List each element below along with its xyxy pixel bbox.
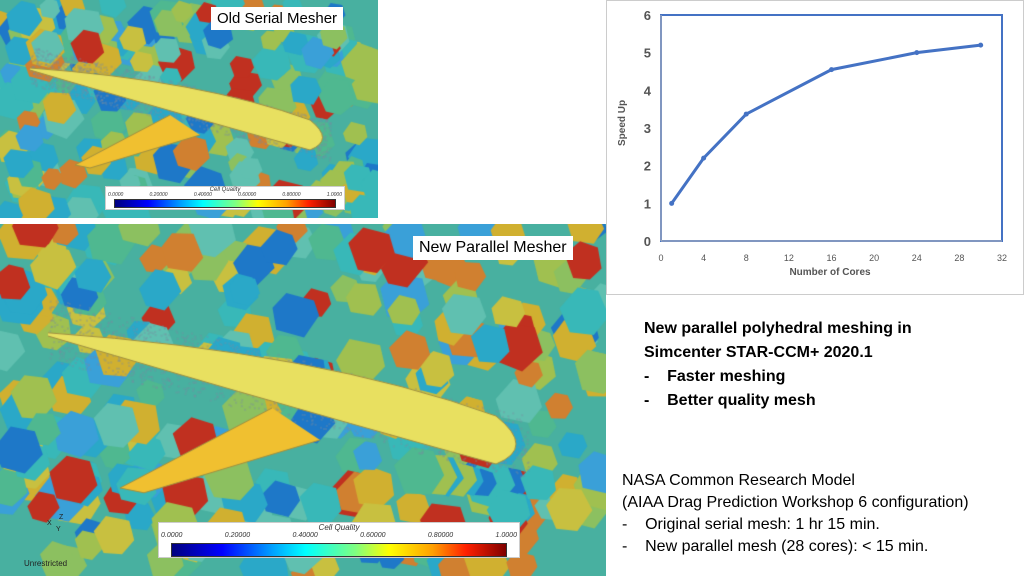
colorbar-ticks: 0.0000 0.20000 0.40000 0.60000 0.80000 1.0000 [161, 532, 517, 539]
old-serial-mesh-image: Old Serial Mesher Cell Quality 0.0000 0.2… [0, 0, 378, 218]
y-tick-label: 6 [644, 8, 651, 23]
x-tick-label: 8 [744, 253, 749, 263]
tick: 0.0000 [161, 532, 183, 539]
data-point [914, 50, 920, 56]
tick: 0.20000 [149, 192, 168, 198]
y-tick-label: 5 [644, 46, 651, 61]
axis-x-label: X [47, 520, 52, 527]
new-parallel-mesh-image: New Parallel Mesher Cell Quality 0.0000 0… [0, 224, 606, 576]
colorbar-title: Cell Quality [209, 187, 241, 193]
bullet-text: Original serial mesh: 1 hr 15 min. [645, 516, 880, 533]
tick: 0.40000 [292, 532, 318, 539]
tick: 0.80000 [427, 532, 454, 539]
tick: 0.80000 [282, 192, 301, 198]
note-title: (AIAA Drag Prediction Workshop 6 configu… [622, 494, 969, 511]
bullet-item: - Original serial mesh: 1 hr 15 min. [622, 516, 880, 533]
colorbar: Cell Quality 0.0000 0.20000 0.40000 0.60000… [105, 186, 345, 210]
tick: 0.20000 [224, 532, 251, 539]
colorbar-gradient [171, 543, 507, 557]
x-tick-label: 32 [997, 253, 1007, 263]
x-tick-label: 16 [826, 253, 836, 263]
x-tick-label: 4 [701, 253, 706, 263]
colorbar: Cell Quality 0.0000 0.20000 0.40000 0.60000… [158, 522, 520, 558]
bullet-item: - New parallel mesh (28 cores): < 15 min… [622, 538, 929, 555]
data-point [978, 42, 984, 48]
y-axis-title: Speed Up [617, 99, 628, 146]
view-label: Unrestricted [24, 559, 68, 568]
speedup-line [670, 43, 981, 205]
colorbar-ticks: 0.0000 0.20000 0.40000 0.60000 0.80000 1.0000 [108, 192, 342, 198]
axis-z-label: Z [59, 514, 64, 521]
bullet-text: Better quality mesh [667, 392, 816, 409]
y-tick-label: 4 [644, 83, 652, 98]
note-title: New parallel polyhedral meshing in [644, 320, 912, 337]
parallel-meshing-notes: New parallel polyhedral meshing in Simce… [644, 317, 912, 413]
data-point [669, 200, 675, 206]
data-point [829, 67, 834, 73]
note-title: NASA Common Research Model [622, 472, 855, 489]
data-point [743, 111, 749, 117]
mesh-render [0, 0, 378, 218]
tick: 1.0000 [495, 532, 517, 539]
bullet-text: Faster meshing [667, 368, 786, 385]
mesh-render [0, 224, 606, 576]
new-mesher-label: New Parallel Mesher [413, 236, 573, 260]
x-tick-label: 24 [912, 253, 922, 263]
data-point [701, 155, 707, 161]
speedup-chart: 0 1 2 3 4 5 6 0 4 8 12 16 20 24 28 32 Speed Up Number o… [606, 0, 1024, 295]
x-tick-label: 12 [784, 253, 794, 263]
tick: 0.60000 [238, 192, 257, 198]
bullet-item: - Faster meshing [644, 368, 786, 385]
y-tick-label: 2 [644, 159, 651, 174]
tick: 0.0000 [108, 192, 124, 198]
crm-notes: NASA Common Research Model (AIAA Drag Pr… [622, 470, 969, 558]
colorbar-title: Cell Quality [318, 523, 360, 532]
note-title: Simcenter STAR-CCM+ 2020.1 [644, 344, 873, 361]
x-tick-label: 0 [658, 253, 663, 263]
x-axis-title: Number of Cores [789, 267, 871, 278]
y-tick-label: 1 [644, 196, 651, 211]
colorbar-gradient [114, 199, 336, 208]
x-tick-label: 28 [954, 253, 964, 263]
tick: 0.40000 [193, 192, 212, 198]
y-tick-label: 3 [644, 121, 651, 136]
tick: 0.60000 [360, 532, 386, 539]
bullet-item: - Better quality mesh [644, 392, 816, 409]
y-tick-label: 0 [644, 234, 651, 249]
old-mesher-label: Old Serial Mesher [211, 7, 344, 30]
x-tick-label: 20 [869, 253, 879, 263]
bullet-text: New parallel mesh (28 cores): < 15 min. [645, 538, 929, 555]
axis-y-label: Y [56, 526, 61, 533]
tick: 1.0000 [326, 192, 342, 198]
